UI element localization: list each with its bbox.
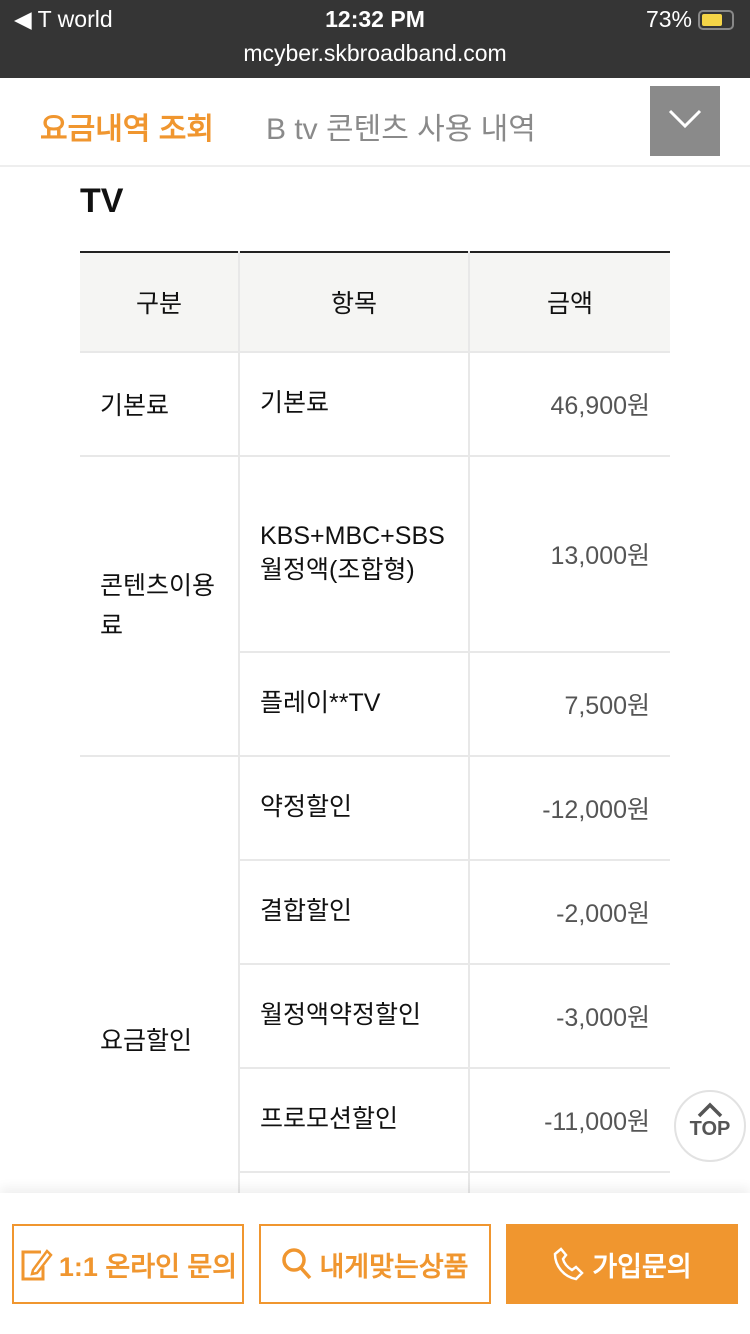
- carrier[interactable]: ◀ T world: [14, 6, 113, 32]
- battery-percent: 73%: [645, 6, 692, 32]
- join-inquiry-button[interactable]: 가입문의: [506, 1224, 738, 1304]
- amount-cell: -3,000원: [468, 963, 670, 1069]
- category-cell: 기본료: [80, 351, 240, 457]
- item-cell: 프로모션할인: [239, 1067, 470, 1173]
- phone-icon: [554, 1247, 585, 1281]
- tab-billing-history[interactable]: 요금내역 조회: [40, 113, 214, 146]
- tab-btv-content-usage[interactable]: B tv 콘텐츠 사용 내역: [266, 113, 536, 146]
- table-row: 월정액약정할인 -3,000원: [80, 963, 670, 1069]
- status-bar: ◀ T world 12:32 PM 73% mcyber.skbroadban…: [0, 0, 750, 78]
- battery-icon: [698, 9, 734, 30]
- amount-cell: 46,900원: [468, 351, 670, 457]
- header-category: 구분: [80, 252, 240, 353]
- table-row: 결합할인 -2,000원: [80, 859, 670, 965]
- table-row: 콘텐츠이용료 KBS+MBC+SBS월정액(조합형) 13,000원: [80, 455, 670, 757]
- item-cell: 월정액약정할인: [239, 963, 470, 1069]
- url-bar[interactable]: mcyber.skbroadband.com: [243, 40, 507, 66]
- tab-bar: 요금내역 조회 B tv 콘텐츠 사용 내역: [0, 78, 750, 167]
- item-cell: 플레이**TV: [239, 651, 470, 757]
- item-cell: 결합할인: [239, 859, 470, 965]
- amount-cell: -2,000원: [468, 859, 670, 965]
- billing-table: 구분 항목 금액 기본료 기본료 46,900원 콘텐츠이용료 KBS+MBC+…: [80, 251, 670, 1323]
- recommended-products-button[interactable]: 내게맞는상품: [259, 1224, 491, 1304]
- table-row: 플레이**TV 7,500원: [80, 651, 670, 757]
- table-row: 기본료 기본료 46,900원: [80, 351, 670, 457]
- tab-dropdown-button[interactable]: [650, 86, 720, 156]
- search-icon: [282, 1248, 312, 1280]
- amount-cell: -11,000원: [468, 1067, 670, 1173]
- table-header: 구분 항목 금액: [80, 252, 670, 353]
- category-cell: 콘텐츠이용료: [80, 455, 240, 757]
- bottom-action-bar: 1:1 온라인 문의 내게맞는상품 가입문의: [0, 1193, 750, 1334]
- chevron-down-icon: [668, 109, 702, 129]
- item-cell: 약정할인: [238, 755, 470, 861]
- top-label: TOP: [689, 1118, 731, 1140]
- table-row: 요금할인 약정할인 -12,000원: [80, 755, 670, 1323]
- chevron-up-icon: [697, 1102, 723, 1118]
- table-row: 프로모션할인 -11,000원: [80, 1067, 670, 1173]
- edit-icon: [21, 1249, 53, 1281]
- header-item: 항목: [238, 252, 470, 353]
- clock: 12:32 PM: [325, 6, 425, 32]
- scroll-top-button[interactable]: TOP: [674, 1090, 746, 1162]
- item-cell: 기본료: [238, 351, 470, 457]
- amount-cell: -12,000원: [468, 755, 670, 861]
- header-amount: 금액: [468, 252, 670, 353]
- section-title: TV: [80, 182, 124, 220]
- amount-cell: 7,500원: [468, 651, 670, 757]
- online-inquiry-button[interactable]: 1:1 온라인 문의: [12, 1224, 244, 1304]
- amount-cell: 13,000원: [468, 455, 670, 653]
- item-cell: KBS+MBC+SBS월정액(조합형): [238, 455, 470, 653]
